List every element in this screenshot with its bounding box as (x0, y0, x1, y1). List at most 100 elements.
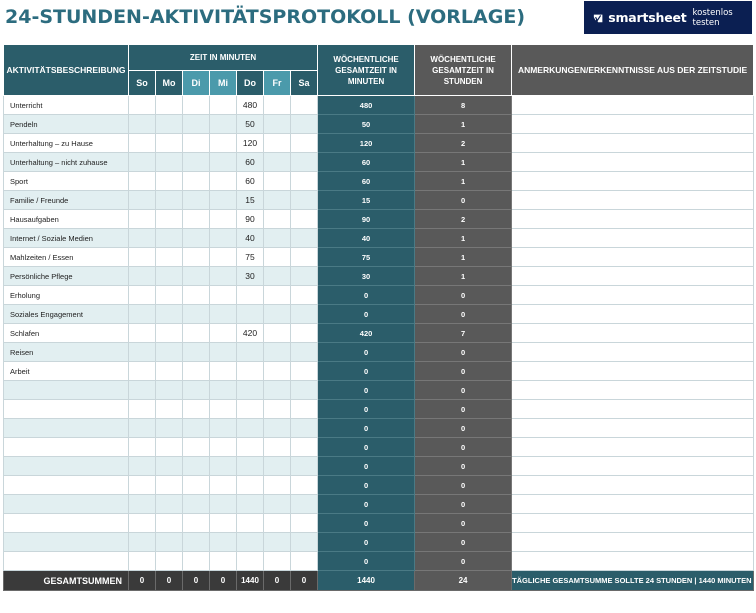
day-minutes-cell[interactable] (182, 247, 210, 267)
activity-cell[interactable]: Unterhaltung – zu Hause (3, 133, 129, 153)
day-minutes-cell[interactable] (209, 323, 237, 343)
notes-cell[interactable] (511, 475, 755, 495)
day-minutes-cell[interactable] (263, 437, 291, 457)
day-minutes-cell[interactable] (289, 247, 319, 267)
activity-cell[interactable] (3, 456, 129, 476)
day-minutes-cell[interactable] (209, 209, 237, 229)
notes-cell[interactable] (511, 513, 755, 533)
day-minutes-cell[interactable] (182, 266, 210, 286)
activity-cell[interactable]: Sport (3, 171, 129, 191)
day-minutes-cell[interactable] (128, 285, 156, 305)
day-minutes-cell[interactable] (128, 209, 156, 229)
day-minutes-cell[interactable] (289, 418, 319, 438)
activity-cell[interactable] (3, 551, 129, 571)
day-minutes-cell[interactable] (209, 342, 237, 362)
day-minutes-cell[interactable] (209, 475, 237, 495)
day-minutes-cell[interactable] (128, 114, 156, 134)
day-minutes-cell[interactable] (182, 95, 210, 115)
day-minutes-cell[interactable] (155, 247, 183, 267)
day-minutes-cell[interactable] (182, 456, 210, 476)
day-minutes-cell[interactable] (128, 247, 156, 267)
day-minutes-cell[interactable] (128, 95, 156, 115)
day-minutes-cell[interactable] (155, 551, 183, 571)
day-minutes-cell[interactable] (263, 532, 291, 552)
day-minutes-cell[interactable] (155, 114, 183, 134)
day-minutes-cell[interactable]: 90 (236, 209, 264, 229)
day-minutes-cell[interactable] (236, 399, 264, 419)
notes-cell[interactable] (511, 266, 755, 286)
day-minutes-cell[interactable]: 15 (236, 190, 264, 210)
day-minutes-cell[interactable] (182, 209, 210, 229)
day-minutes-cell[interactable] (263, 380, 291, 400)
day-minutes-cell[interactable] (209, 513, 237, 533)
activity-cell[interactable] (3, 418, 129, 438)
notes-cell[interactable] (511, 361, 755, 381)
activity-cell[interactable]: Soziales Engagement (3, 304, 129, 324)
day-minutes-cell[interactable] (289, 380, 319, 400)
notes-cell[interactable] (511, 323, 755, 343)
day-minutes-cell[interactable] (263, 323, 291, 343)
activity-cell[interactable] (3, 532, 129, 552)
day-minutes-cell[interactable] (289, 532, 319, 552)
day-minutes-cell[interactable] (155, 228, 183, 248)
day-minutes-cell[interactable] (263, 266, 291, 286)
day-minutes-cell[interactable] (182, 304, 210, 324)
notes-cell[interactable] (511, 190, 755, 210)
day-minutes-cell[interactable] (128, 494, 156, 514)
day-minutes-cell[interactable] (289, 513, 319, 533)
day-minutes-cell[interactable] (128, 133, 156, 153)
day-minutes-cell[interactable] (182, 323, 210, 343)
day-minutes-cell[interactable] (128, 190, 156, 210)
day-minutes-cell[interactable] (128, 171, 156, 191)
day-minutes-cell[interactable] (289, 304, 319, 324)
day-minutes-cell[interactable] (263, 418, 291, 438)
day-minutes-cell[interactable] (209, 437, 237, 457)
notes-cell[interactable] (511, 437, 755, 457)
day-minutes-cell[interactable] (263, 361, 291, 381)
day-minutes-cell[interactable] (209, 380, 237, 400)
day-minutes-cell[interactable] (263, 247, 291, 267)
activity-cell[interactable] (3, 399, 129, 419)
day-minutes-cell[interactable] (155, 494, 183, 514)
day-minutes-cell[interactable] (182, 418, 210, 438)
day-minutes-cell[interactable] (155, 418, 183, 438)
day-minutes-cell[interactable] (236, 361, 264, 381)
day-minutes-cell[interactable] (289, 437, 319, 457)
notes-cell[interactable] (511, 380, 755, 400)
activity-cell[interactable] (3, 475, 129, 495)
day-minutes-cell[interactable] (155, 475, 183, 495)
day-minutes-cell[interactable] (155, 323, 183, 343)
day-minutes-cell[interactable] (289, 361, 319, 381)
day-minutes-cell[interactable] (209, 228, 237, 248)
day-minutes-cell[interactable] (182, 475, 210, 495)
notes-cell[interactable] (511, 456, 755, 476)
day-minutes-cell[interactable] (236, 285, 264, 305)
activity-cell[interactable]: Unterricht (3, 95, 129, 115)
day-minutes-cell[interactable] (128, 418, 156, 438)
day-minutes-cell[interactable] (289, 456, 319, 476)
day-minutes-cell[interactable]: 75 (236, 247, 264, 267)
day-minutes-cell[interactable] (155, 437, 183, 457)
day-minutes-cell[interactable] (128, 323, 156, 343)
day-minutes-cell[interactable] (128, 437, 156, 457)
notes-cell[interactable] (511, 418, 755, 438)
notes-cell[interactable] (511, 228, 755, 248)
day-minutes-cell[interactable] (209, 399, 237, 419)
day-minutes-cell[interactable] (263, 475, 291, 495)
day-minutes-cell[interactable] (209, 114, 237, 134)
day-minutes-cell[interactable] (155, 209, 183, 229)
day-minutes-cell[interactable] (263, 133, 291, 153)
day-minutes-cell[interactable] (289, 209, 319, 229)
day-minutes-cell[interactable] (236, 380, 264, 400)
day-minutes-cell[interactable] (128, 228, 156, 248)
day-minutes-cell[interactable] (289, 285, 319, 305)
day-minutes-cell[interactable] (236, 475, 264, 495)
activity-cell[interactable]: Arbeit (3, 361, 129, 381)
day-minutes-cell[interactable] (289, 114, 319, 134)
day-minutes-cell[interactable] (155, 513, 183, 533)
day-minutes-cell[interactable] (263, 494, 291, 514)
day-minutes-cell[interactable] (289, 171, 319, 191)
day-minutes-cell[interactable] (209, 152, 237, 172)
day-minutes-cell[interactable] (209, 456, 237, 476)
day-minutes-cell[interactable] (182, 114, 210, 134)
